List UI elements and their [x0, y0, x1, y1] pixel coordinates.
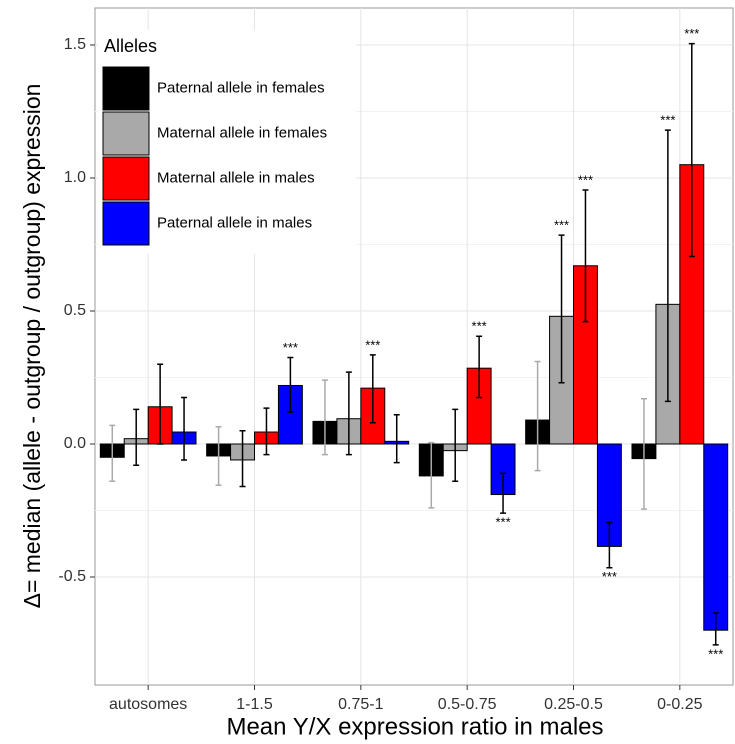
error-bar [263, 407, 270, 456]
error-bar [640, 398, 647, 510]
y-tick-label: 0.5 [64, 302, 86, 319]
error-bar [109, 424, 116, 482]
significance-label: *** [602, 569, 617, 584]
error-bar [452, 408, 459, 482]
legend: Alleles Paternal allele in females Materna… [98, 30, 356, 254]
error-bar [664, 129, 671, 403]
x-tick-label: 1-1.5 [236, 696, 273, 713]
legend-label: Paternal allele in females [157, 79, 325, 96]
legend-title: Alleles [104, 36, 157, 56]
error-bar [606, 521, 613, 569]
bar [703, 443, 729, 631]
error-bar [534, 360, 541, 472]
legend-swatch [102, 156, 150, 201]
error-bar [500, 472, 507, 514]
marks: *** *** *** *** *** *** *** *** *** *** [99, 26, 729, 661]
x-tick-label: autosomes [109, 696, 187, 713]
legend-label: Maternal allele in females [157, 124, 327, 141]
significance-label: *** [578, 172, 593, 187]
x-tick-label: 0.25-0.5 [544, 696, 603, 713]
x-tick-label: 0.75-1 [338, 696, 383, 713]
y-tick-label: 1.5 [64, 36, 86, 53]
error-bar [287, 356, 294, 413]
y-tick-label: 0.0 [64, 435, 86, 452]
error-bar [582, 189, 589, 323]
error-bar [239, 429, 246, 488]
legend-swatch [102, 111, 150, 156]
x-tick-label: 0-0.25 [657, 696, 702, 713]
significance-label: *** [554, 218, 569, 233]
error-bar [345, 371, 352, 456]
legend-swatch [102, 201, 150, 246]
significance-label: *** [660, 113, 675, 128]
x-axis-title: Mean Y/X expression ratio in males [226, 713, 603, 740]
error-bar [428, 441, 435, 509]
significance-label: *** [472, 319, 487, 334]
significance-label: *** [495, 515, 510, 530]
significance-label: *** [365, 337, 380, 352]
error-bar [321, 379, 328, 456]
error-bar [369, 354, 376, 424]
significance-label: *** [283, 340, 298, 355]
y-tick-label: -0.5 [58, 568, 86, 585]
significance-label: *** [708, 646, 723, 661]
error-bar [712, 612, 719, 646]
error-bar [476, 335, 483, 399]
legend-swatch [102, 66, 150, 111]
legend-label: Paternal allele in males [157, 214, 312, 231]
error-bar [688, 42, 695, 258]
error-bar [157, 363, 164, 445]
error-bar [215, 425, 222, 486]
significance-label: *** [684, 26, 699, 41]
error-bar [393, 413, 400, 464]
y-axis-title: Δ= median (allele - outgroup / outgroup)… [19, 84, 45, 609]
y-tick-label: 1.0 [64, 169, 86, 186]
error-bar [133, 408, 140, 467]
legend-label: Maternal allele in males [157, 169, 315, 186]
error-bar [181, 396, 188, 461]
error-bar [558, 234, 565, 384]
x-tick-label: 0.5-0.75 [438, 696, 497, 713]
